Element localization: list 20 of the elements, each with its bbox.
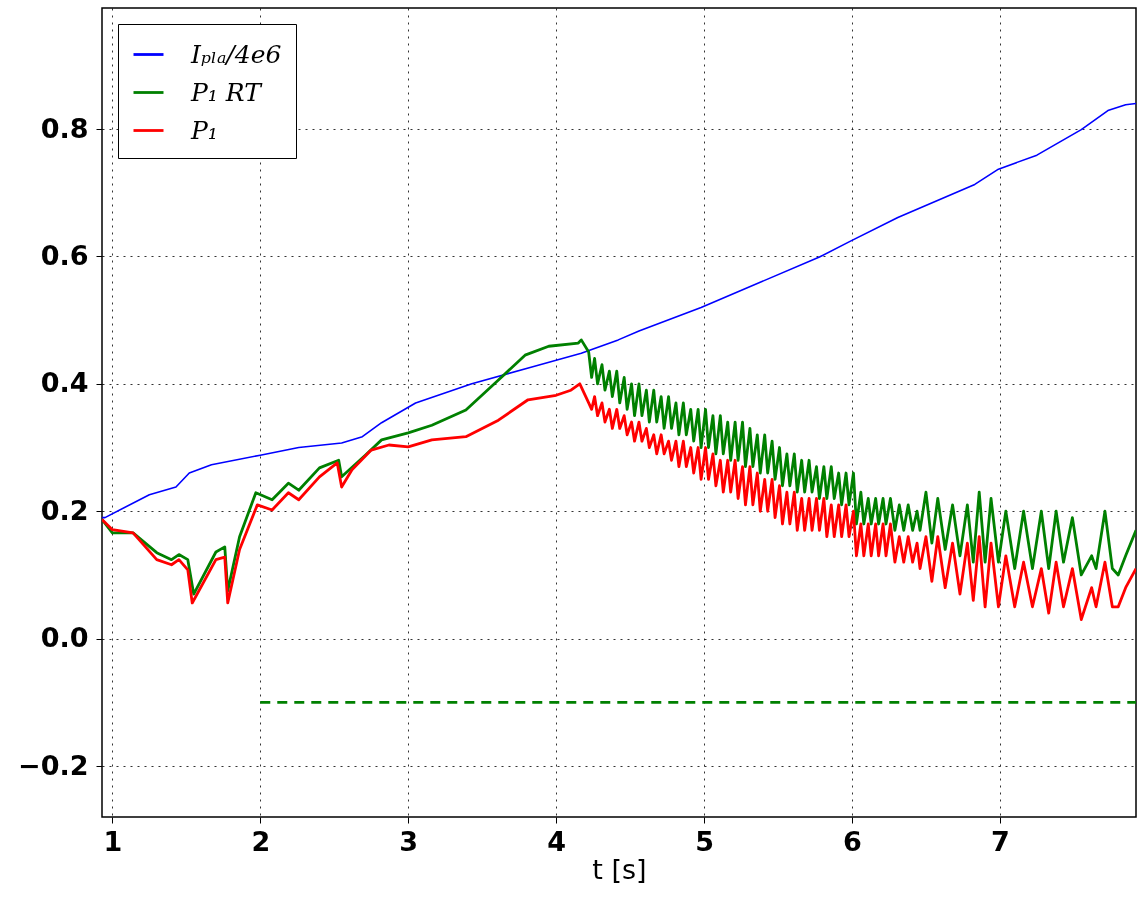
- line-series: [102, 102, 1136, 519]
- line-series: [102, 338, 1136, 596]
- y-tick-label: 0.4: [40, 367, 89, 399]
- legend-label: P₁ RT: [190, 77, 264, 107]
- y-tick-label: 0.0: [40, 622, 89, 654]
- x-axis-title: t [s]: [592, 853, 647, 885]
- x-tick-label: 4: [547, 825, 567, 857]
- x-tick-label: 7: [991, 825, 1010, 857]
- x-tick-label: 5: [695, 825, 714, 857]
- legend-label: Iₚₗₐ/4e6: [190, 39, 282, 69]
- y-tick-label: 0.2: [40, 494, 89, 526]
- y-tick-label: 0.6: [40, 239, 89, 271]
- x-tick-label: 1: [103, 825, 123, 857]
- legend-label: P₁: [190, 115, 218, 145]
- x-tick-label: 6: [843, 825, 862, 857]
- x-tick-label: 3: [399, 825, 419, 857]
- line-series: [102, 382, 1136, 621]
- y-tick-label: −0.2: [18, 749, 89, 781]
- x-tick-label: 2: [251, 825, 271, 857]
- y-tick-label: 0.8: [40, 112, 89, 144]
